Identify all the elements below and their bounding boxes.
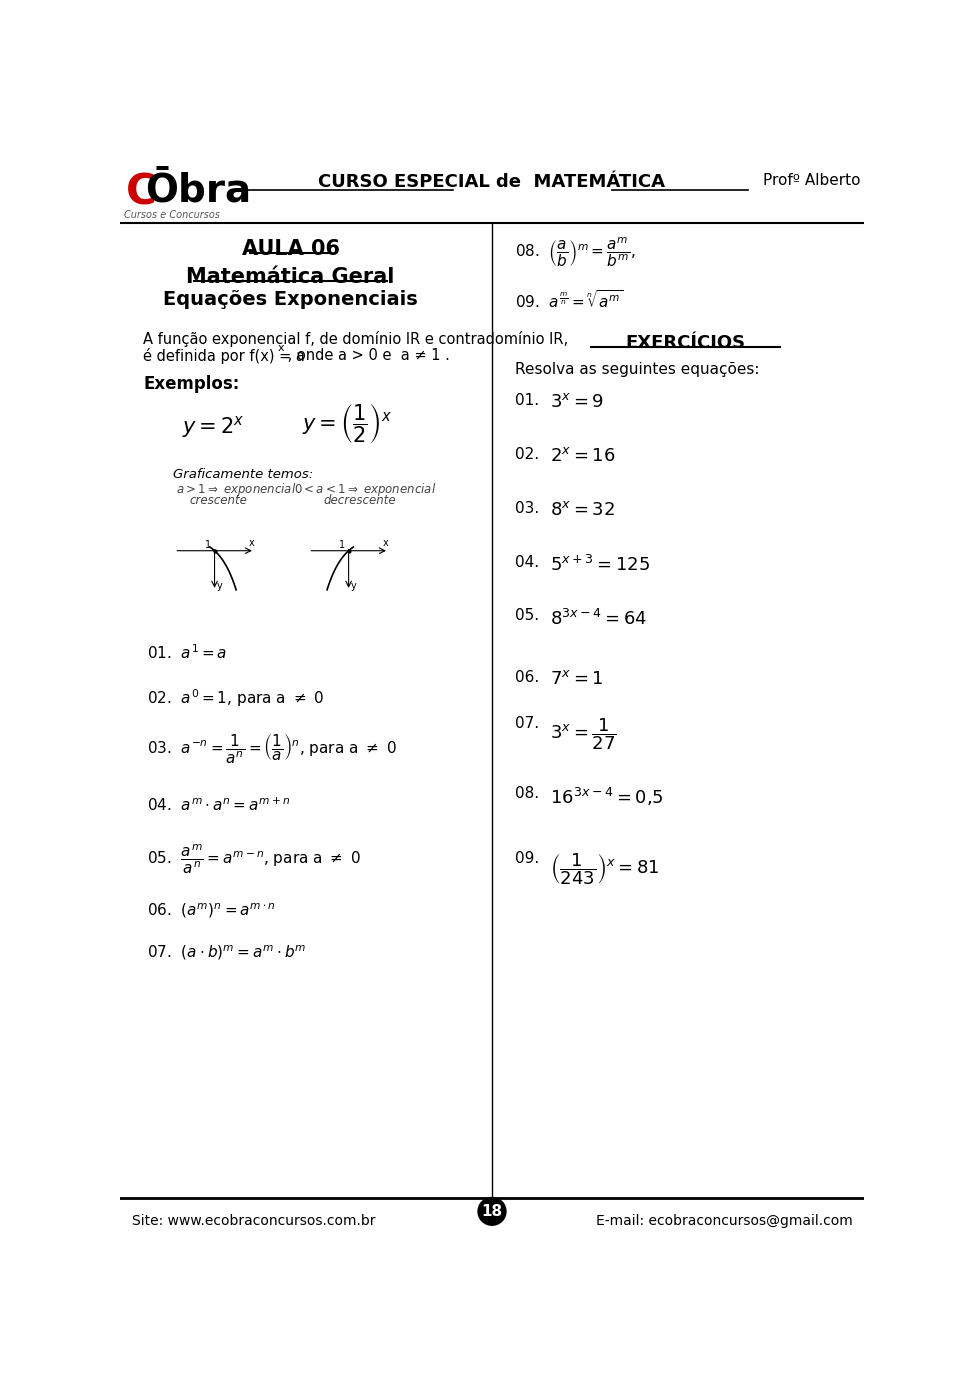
Text: 06.  $(a^m)^n = a^{m \cdot n}$: 06. $(a^m)^n = a^{m \cdot n}$ — [147, 900, 276, 920]
Text: $7^{x} = 1$: $7^{x} = 1$ — [550, 670, 604, 688]
Text: x: x — [277, 342, 284, 352]
Text: y: y — [351, 581, 357, 591]
Text: $3^{x} = 9$: $3^{x} = 9$ — [550, 392, 604, 412]
Text: Profº Alberto: Profº Alberto — [762, 174, 860, 188]
Text: $8^{x} = 32$: $8^{x} = 32$ — [550, 501, 615, 519]
Text: $y = 2^x$: $y = 2^x$ — [182, 414, 245, 439]
Text: $0 < a < 1 \Rightarrow$ exponencial: $0 < a < 1 \Rightarrow$ exponencial — [295, 482, 437, 499]
Text: 05.: 05. — [516, 609, 540, 623]
Text: E-mail: ecobraconcursos@gmail.com: E-mail: ecobraconcursos@gmail.com — [595, 1214, 852, 1229]
Text: 02.  $a^{0} = 1$, para a $\neq$ 0: 02. $a^{0} = 1$, para a $\neq$ 0 — [147, 688, 324, 710]
Text: Exemplos:: Exemplos: — [143, 376, 240, 394]
Text: 18: 18 — [481, 1204, 503, 1219]
Text: Equações Exponenciais: Equações Exponenciais — [163, 290, 418, 309]
Text: Site: www.ecobraconcursos.com.br: Site: www.ecobraconcursos.com.br — [132, 1214, 375, 1229]
Text: 04.  $a^m \cdot a^n = a^{m+n}$: 04. $a^m \cdot a^n = a^{m+n}$ — [147, 797, 291, 815]
Text: $2^{x} = 16$: $2^{x} = 16$ — [550, 447, 615, 465]
Text: 06.: 06. — [516, 670, 540, 685]
Text: Ōbra: Ōbra — [146, 171, 252, 210]
Text: $3^{x} = \dfrac{1}{27}$: $3^{x} = \dfrac{1}{27}$ — [550, 717, 616, 751]
Text: $5^{x+3} = 125$: $5^{x+3} = 125$ — [550, 555, 650, 574]
Text: 01.: 01. — [516, 392, 540, 407]
Text: Cursos e Concursos: Cursos e Concursos — [124, 210, 220, 221]
Text: $8^{3x-4} = 64$: $8^{3x-4} = 64$ — [550, 609, 647, 628]
Text: x: x — [249, 539, 254, 548]
Text: decrescente: decrescente — [324, 494, 396, 507]
Text: EXERCÍCIOS: EXERCÍCIOS — [626, 334, 746, 352]
Text: 1: 1 — [205, 540, 211, 551]
Text: AULA 06: AULA 06 — [242, 239, 340, 258]
Text: , onde a > 0 e  a ≠ 1 .: , onde a > 0 e a ≠ 1 . — [283, 348, 449, 363]
Text: 03.  $a^{-n} = \dfrac{1}{a^n} = \left(\dfrac{1}{a}\right)^n$, para a $\neq$ 0: 03. $a^{-n} = \dfrac{1}{a^n} = \left(\df… — [147, 732, 396, 766]
Text: A função exponencial f, de domínio IR e contradomínio IR,: A função exponencial f, de domínio IR e … — [143, 331, 568, 347]
Text: 03.: 03. — [516, 501, 540, 515]
Text: é definida por f(x) = a: é definida por f(x) = a — [143, 348, 305, 365]
Text: 05.  $\dfrac{a^m}{a^n} = a^{m-n}$, para a $\neq$ 0: 05. $\dfrac{a^m}{a^n} = a^{m-n}$, para a… — [147, 842, 361, 876]
Circle shape — [478, 1197, 506, 1225]
Text: CURSO ESPECIAL de  MATEMÁTICA: CURSO ESPECIAL de MATEMÁTICA — [319, 174, 665, 192]
Text: $\left(\dfrac{1}{243}\right)^x = 81$: $\left(\dfrac{1}{243}\right)^x = 81$ — [550, 851, 660, 887]
Text: 08.: 08. — [516, 786, 540, 801]
Text: crescente: crescente — [190, 494, 248, 507]
Text: $y = \left(\dfrac{1}{2}\right)^x$: $y = \left(\dfrac{1}{2}\right)^x$ — [302, 402, 392, 445]
Text: y: y — [217, 581, 223, 591]
Text: 02.: 02. — [516, 447, 540, 461]
Text: 1: 1 — [339, 540, 346, 551]
Text: Matemática Geral: Matemática Geral — [186, 268, 395, 287]
Text: $a > 1 \Rightarrow$ exponencial: $a > 1 \Rightarrow$ exponencial — [176, 482, 296, 499]
Text: 08.  $\left(\dfrac{a}{b}\right)^m = \dfrac{a^m}{b^m},$: 08. $\left(\dfrac{a}{b}\right)^m = \dfra… — [516, 235, 636, 269]
Text: 09.: 09. — [516, 851, 540, 866]
Text: 04.: 04. — [516, 555, 540, 569]
Text: x: x — [383, 539, 389, 548]
Text: Graficamente temos:: Graficamente temos: — [173, 468, 313, 481]
Text: 01.  $a^{1} = a$: 01. $a^{1} = a$ — [147, 644, 228, 661]
Text: C: C — [126, 171, 156, 214]
Text: Resolva as seguintes equações:: Resolva as seguintes equações: — [516, 362, 759, 377]
Text: $16^{3x-4} = 0{,}5$: $16^{3x-4} = 0{,}5$ — [550, 786, 663, 808]
Text: 09.  $a^{\frac{m}{n}} = \sqrt[n]{a^m}$: 09. $a^{\frac{m}{n}} = \sqrt[n]{a^m}$ — [516, 289, 623, 311]
Text: 07.: 07. — [516, 717, 540, 732]
Text: 07.  $(a \cdot b)^m = a^m \cdot b^m$: 07. $(a \cdot b)^m = a^m \cdot b^m$ — [147, 943, 306, 963]
